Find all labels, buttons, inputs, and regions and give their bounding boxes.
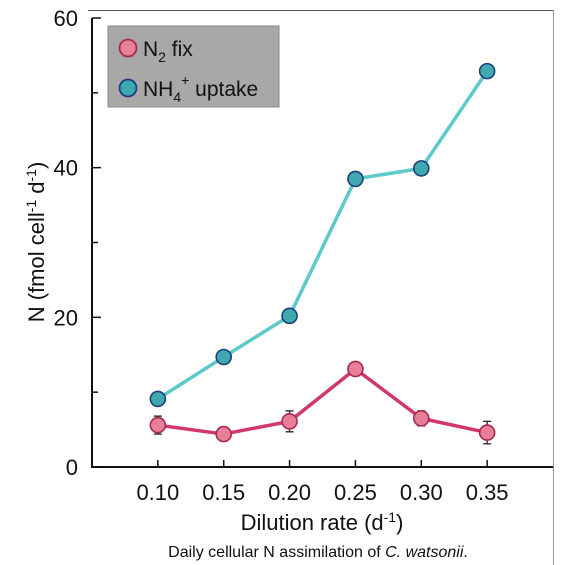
data-point	[215, 348, 233, 366]
x-tick-label: 0.15	[202, 480, 245, 505]
x-tick-label: 0.30	[400, 480, 443, 505]
y-tick-labels: 0 20 40 60	[54, 6, 78, 480]
data-point	[478, 62, 496, 80]
x-tick-labels: 0.10 0.15 0.20 0.25 0.30 0.35	[136, 480, 508, 505]
figure-caption: Daily cellular N assimilation of C. wats…	[168, 544, 468, 561]
y-tick-label: 0	[66, 455, 78, 480]
series-line-0	[157, 367, 488, 436]
x-axis-title: Dilution rate (d-1)	[241, 509, 404, 535]
series-group	[149, 62, 496, 445]
y-ticks	[92, 17, 101, 468]
x-tick-label: 0.35	[466, 480, 509, 505]
legend-label-n2-fix: N2 fix	[143, 38, 193, 65]
data-point	[215, 425, 233, 443]
series-line-1	[156, 70, 489, 401]
x-tick-label: 0.10	[136, 480, 179, 505]
legend-box	[107, 25, 280, 108]
data-point	[281, 413, 298, 430]
x-tick-label: 0.25	[334, 480, 377, 505]
data-point	[478, 424, 496, 441]
legend: N2 fix NH4+ uptake	[107, 25, 280, 108]
x-tick-label: 0.20	[268, 480, 311, 505]
x-ticks	[157, 460, 488, 467]
data-point	[412, 410, 430, 427]
y-axis-title: N (fmol cell-1 d-1)	[23, 162, 49, 323]
data-point	[281, 307, 298, 325]
y-tick-label: 40	[54, 156, 78, 181]
legend-label-nh4-uptake: NH4+ uptake	[143, 72, 258, 105]
data-point	[149, 416, 167, 434]
data-point	[412, 160, 430, 177]
data-point	[347, 360, 364, 378]
y-tick-label: 20	[54, 305, 78, 330]
y-tick-label: 60	[54, 6, 78, 31]
data-point	[347, 170, 364, 188]
legend-marker-n2-fix	[118, 38, 138, 58]
data-point	[149, 390, 167, 408]
legend-marker-nh4-uptake	[118, 78, 138, 98]
